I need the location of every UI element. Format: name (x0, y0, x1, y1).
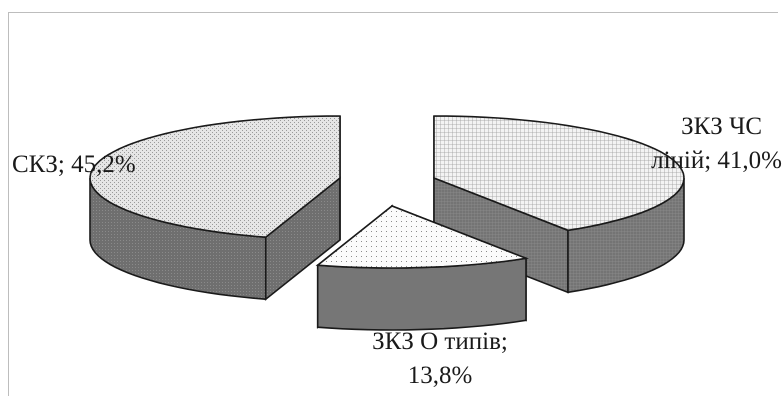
slice-zkz-o-label: ЗКЗ О типів; 13,8% (372, 328, 508, 389)
slice-zkz-o-label-line: 13,8% (408, 362, 473, 389)
slice-zkz-chs (433, 115, 685, 294)
slice-zkz-chs-label-line: ЗКЗ ЧС (681, 113, 762, 140)
slice-skz (89, 115, 341, 301)
slice-skz-label-line: СКЗ; 45,2% (12, 151, 136, 178)
slice-zkz-o (315, 204, 530, 331)
slice-zkz-chs-top (433, 115, 685, 232)
slice-zkz-o-top (315, 205, 530, 269)
chart-border (8, 12, 778, 396)
slice-zkz-o-outer-side (316, 257, 527, 331)
slice-zkz-chs-label-line: ліній; 41,0% (651, 147, 782, 174)
slice-zkz-o-label-line: ЗКЗ О типів; (372, 328, 508, 355)
slice-zkz-chs-label: ЗКЗ ЧС ліній; 41,0% (651, 113, 782, 174)
slice-skz-label: СКЗ; 45,2% (12, 151, 136, 178)
slice-skz-top (89, 115, 341, 239)
